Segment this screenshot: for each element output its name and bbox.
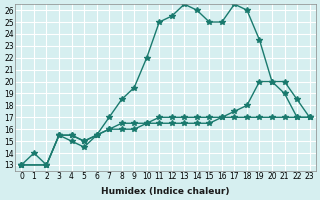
- X-axis label: Humidex (Indice chaleur): Humidex (Indice chaleur): [101, 187, 230, 196]
